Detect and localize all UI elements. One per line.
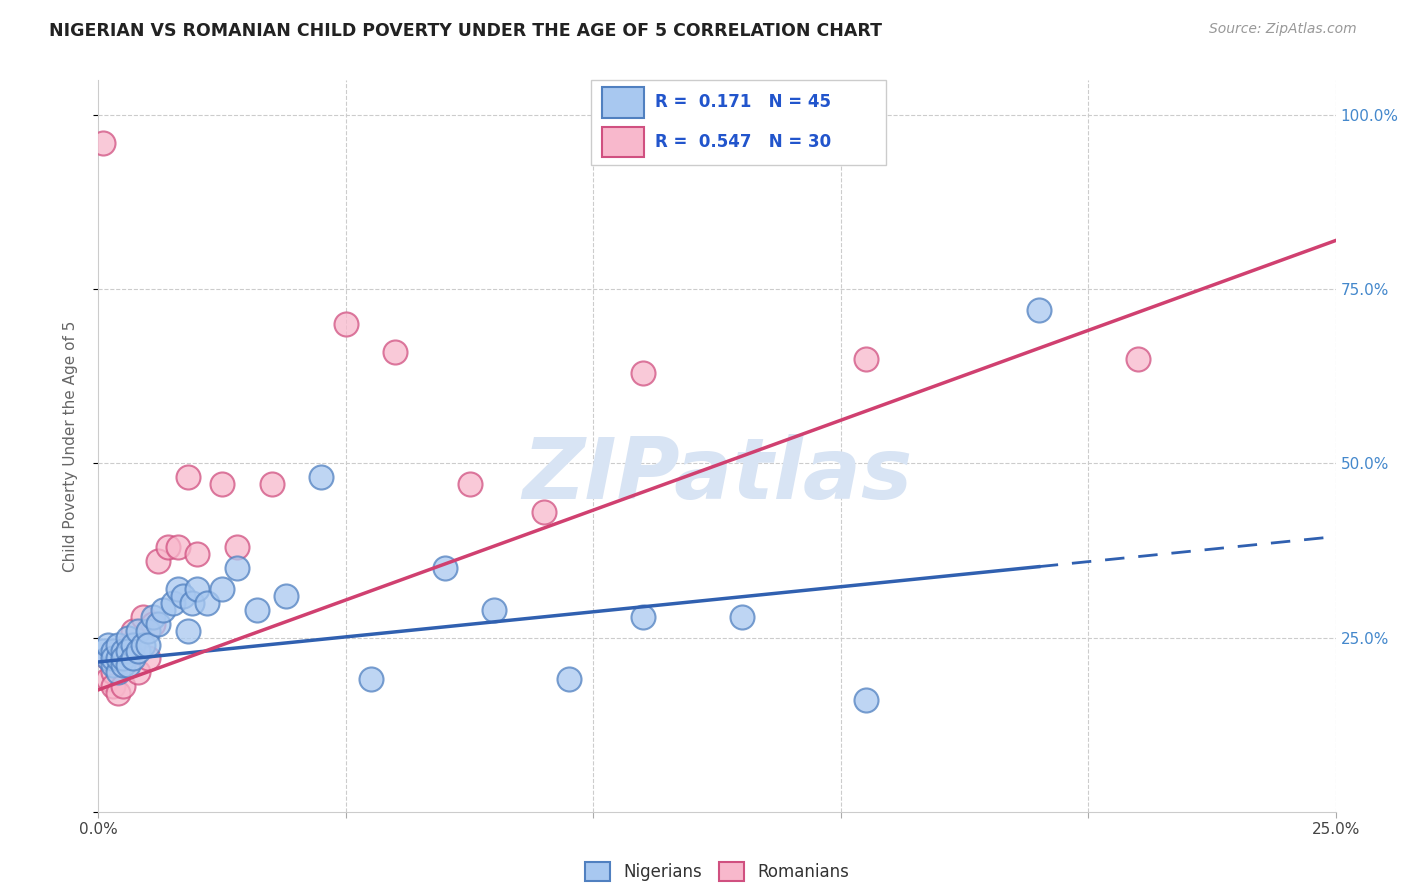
Point	[107, 686, 129, 700]
Y-axis label: Child Poverty Under the Age of 5: Child Poverty Under the Age of 5	[63, 320, 77, 572]
Point	[533, 505, 555, 519]
Point	[142, 616, 165, 631]
Point	[162, 596, 184, 610]
Point	[97, 638, 120, 652]
Point	[166, 540, 188, 554]
Point	[103, 679, 125, 693]
FancyBboxPatch shape	[602, 127, 644, 157]
Point	[112, 644, 135, 658]
Point	[731, 609, 754, 624]
Point	[211, 477, 233, 491]
Point	[112, 658, 135, 673]
Text: NIGERIAN VS ROMANIAN CHILD POVERTY UNDER THE AGE OF 5 CORRELATION CHART: NIGERIAN VS ROMANIAN CHILD POVERTY UNDER…	[49, 22, 882, 40]
Point	[855, 351, 877, 366]
Point	[117, 644, 139, 658]
Point	[484, 603, 506, 617]
Point	[97, 651, 120, 665]
Point	[103, 651, 125, 665]
Point	[136, 624, 159, 638]
Point	[226, 561, 249, 575]
Point	[97, 673, 120, 687]
Point	[156, 540, 179, 554]
Point	[631, 366, 654, 380]
Point	[557, 673, 579, 687]
Point	[181, 596, 204, 610]
Point	[142, 609, 165, 624]
Point	[195, 596, 218, 610]
Point	[112, 651, 135, 665]
FancyBboxPatch shape	[591, 80, 886, 165]
Point	[276, 589, 298, 603]
Point	[384, 345, 406, 359]
Point	[132, 609, 155, 624]
Point	[226, 540, 249, 554]
Point	[166, 582, 188, 596]
Point	[433, 561, 456, 575]
Point	[103, 658, 125, 673]
Point	[172, 589, 194, 603]
Point	[107, 638, 129, 652]
Point	[309, 470, 332, 484]
Point	[117, 658, 139, 673]
Point	[132, 638, 155, 652]
Text: Source: ZipAtlas.com: Source: ZipAtlas.com	[1209, 22, 1357, 37]
Point	[176, 470, 198, 484]
FancyBboxPatch shape	[602, 87, 644, 118]
Point	[107, 651, 129, 665]
Point	[246, 603, 269, 617]
Point	[127, 624, 149, 638]
Point	[127, 665, 149, 680]
Point	[1028, 303, 1050, 318]
Point	[335, 317, 357, 331]
Point	[458, 477, 481, 491]
Point	[176, 624, 198, 638]
Text: R =  0.171   N = 45: R = 0.171 N = 45	[655, 94, 831, 112]
Point	[127, 644, 149, 658]
Point	[146, 554, 169, 568]
Point	[360, 673, 382, 687]
Legend: Nigerians, Romanians: Nigerians, Romanians	[578, 855, 856, 888]
Text: R =  0.547   N = 30: R = 0.547 N = 30	[655, 133, 831, 151]
Point	[152, 603, 174, 617]
Point	[107, 644, 129, 658]
Point	[117, 631, 139, 645]
Point	[103, 644, 125, 658]
Point	[211, 582, 233, 596]
Point	[136, 638, 159, 652]
Point	[855, 693, 877, 707]
Point	[93, 644, 115, 658]
Point	[631, 609, 654, 624]
Point	[97, 651, 120, 665]
Point	[122, 624, 145, 638]
Point	[122, 651, 145, 665]
Point	[186, 582, 208, 596]
Point	[103, 665, 125, 680]
Point	[260, 477, 283, 491]
Point	[136, 651, 159, 665]
Point	[146, 616, 169, 631]
Point	[93, 136, 115, 150]
Point	[1126, 351, 1149, 366]
Point	[186, 547, 208, 561]
Text: ZIPatlas: ZIPatlas	[522, 434, 912, 516]
Point	[112, 679, 135, 693]
Point	[112, 651, 135, 665]
Point	[117, 638, 139, 652]
Point	[122, 638, 145, 652]
Point	[107, 665, 129, 680]
